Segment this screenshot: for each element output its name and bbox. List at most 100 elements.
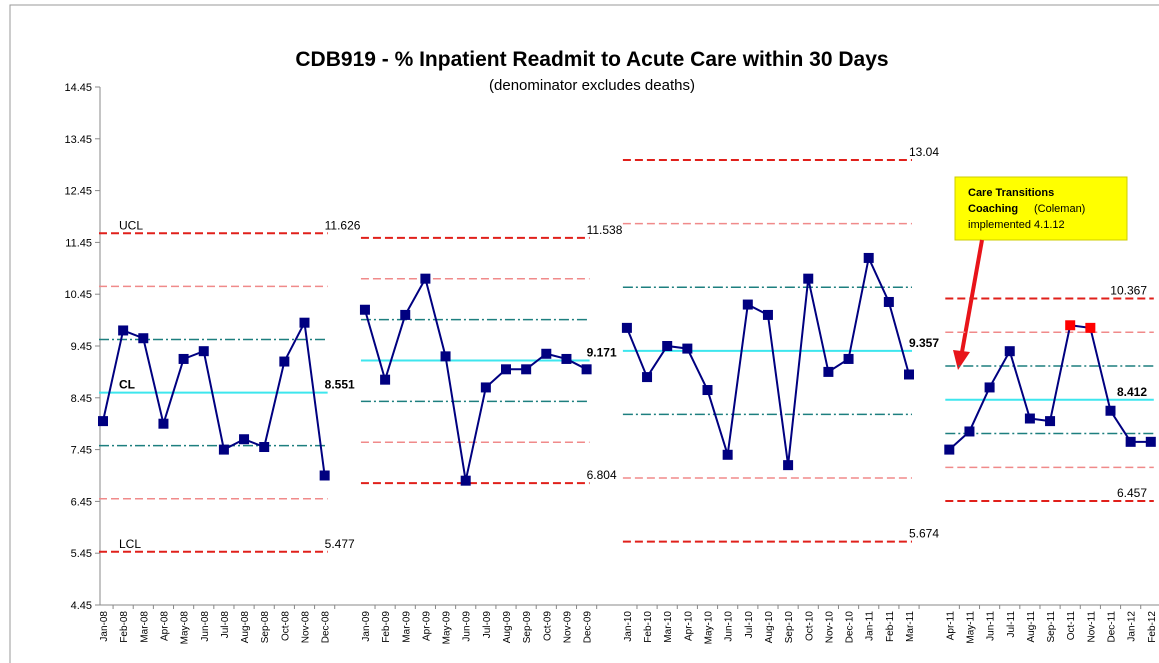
x-tick-label: Nov-10 [824,611,835,644]
data-point [883,296,894,307]
y-tick-label: 11.45 [65,237,92,249]
data-point [984,382,995,393]
x-tick-label: May-11 [965,611,976,644]
x-tick-label: Jun-11 [986,611,997,641]
data-point [621,322,632,333]
ucl-value: 13.04 [909,145,939,159]
y-tick-label: 4.45 [71,600,92,612]
data-point [843,353,854,364]
data-point [1065,320,1076,331]
annotation: Care Transitions Coaching (Coleman) impl… [953,176,1128,370]
x-tick-label: Dec-08 [321,611,332,644]
cl-value: 9.357 [909,336,939,350]
data-point [581,364,592,375]
cl-value: 8.412 [1117,385,1147,399]
lcl-value: 6.457 [1117,486,1147,500]
x-tick-label: Dec-10 [845,611,856,644]
data-point [662,341,673,351]
chart-subtitle: (denominator excludes deaths) [489,77,695,94]
data-point [702,385,713,396]
x-tick-label: Aug-09 [502,611,513,644]
annotation-text: (Coleman) [1034,203,1085,215]
ucl-value: 10.367 [1110,283,1147,297]
lcl-value: 5.674 [909,527,939,541]
data-point [561,353,572,364]
y-tick-label: 6.45 [71,496,92,508]
data-point [1105,405,1116,416]
x-tick-label: Mar-09 [401,611,412,643]
data-point [1125,436,1136,447]
y-tick-label: 14.45 [64,82,92,94]
data-point [803,273,814,284]
x-tick-label: Sep-09 [522,611,533,644]
lcl-name: LCL [119,537,141,551]
x-tick-label: Mar-10 [663,611,674,643]
data-point [319,470,330,481]
x-tick-label: Feb-09 [381,611,392,643]
x-tick-label: Nov-11 [1086,611,1097,643]
ucl-value: 11.626 [325,218,361,232]
lcl-value: 6.804 [587,468,617,482]
x-tick-label: Jul-11 [1006,611,1017,638]
ucl-value: 11.538 [587,223,623,237]
data-point [178,353,189,364]
x-tick-label: Oct-09 [542,611,553,641]
x-tick-label: Jun-10 [724,611,735,642]
x-tick-label: Jun-08 [200,611,211,642]
x-tick-label: Apr-09 [421,611,432,641]
x-tick-label: Sep-11 [1046,611,1057,643]
data-point [239,434,250,445]
x-tick-label: Nov-09 [562,611,573,644]
x-tick-label: Apr-08 [159,611,170,641]
data-point [359,304,370,315]
data-point [682,343,693,354]
data-point [863,252,874,263]
x-tick-label: Jun-09 [462,611,473,642]
data-point [98,416,108,427]
annotation-arrow [960,239,984,353]
y-tick-label: 10.45 [64,289,92,301]
data-point [823,366,834,377]
x-tick-label: Jul-10 [744,611,755,639]
data-point [964,426,975,437]
x-tick-label: May-10 [704,611,715,645]
annotation-text: implemented 4.1.12 [968,219,1065,231]
data-point [642,372,653,383]
data-point [158,418,169,429]
x-tick-label: Sep-08 [260,611,271,644]
y-tick-label: 7.45 [71,445,92,457]
x-tick-label: Sep-10 [784,611,795,644]
x-tick-label: Jul-08 [220,611,231,639]
data-point [1024,413,1035,424]
cl-value: 9.171 [587,345,617,359]
x-tick-label: Feb-10 [643,611,654,643]
x-tick-label: May-09 [442,611,453,645]
data-point [259,442,270,453]
x-tick-label: Aug-11 [1026,611,1037,643]
x-tick-label: Feb-11 [885,611,896,642]
annotation-text: Care Transitions [968,187,1054,199]
x-tick-label: May-08 [180,611,191,645]
data-point [501,364,511,375]
x-tick-label: Dec-11 [1107,611,1118,643]
data-point [541,348,552,359]
annotation-arrowhead [953,350,970,370]
data-point [299,317,310,328]
x-tick-label: Jan-08 [99,611,110,642]
x-tick-label: Feb-12 [1147,611,1158,643]
x-tick-label: Apr-11 [945,611,956,641]
data-point [480,382,491,393]
x-tick-label: Aug-10 [764,611,775,644]
x-tick-label: Aug-08 [240,611,251,644]
data-point [440,351,451,362]
chart-title: CDB919 - % Inpatient Readmit to Acute Ca… [295,48,888,71]
x-tick-label: Dec-09 [583,611,594,644]
data-point [198,346,209,357]
x-tick-label: Mar-11 [905,611,916,642]
data-point [722,449,733,460]
ucl-name: UCL [119,218,143,232]
x-tick-label: Oct-10 [804,611,815,641]
x-tick-label: Jul-09 [482,611,493,639]
data-point [218,444,229,455]
